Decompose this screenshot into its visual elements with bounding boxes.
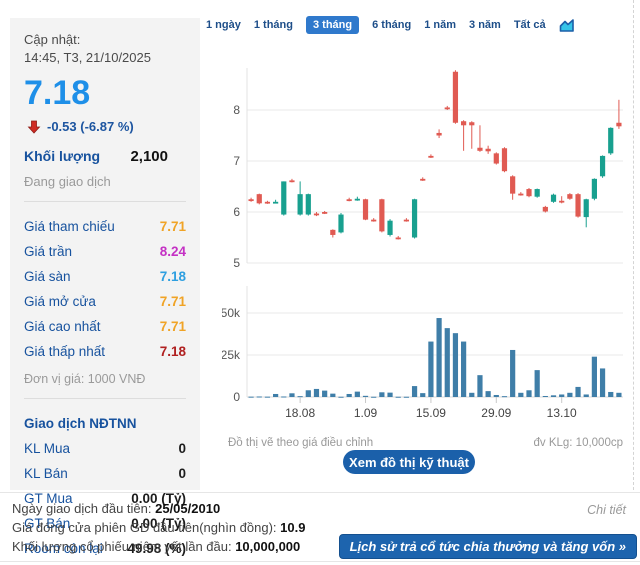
foreign-row-label: GT Bán xyxy=(24,516,71,532)
update-time-label: Cập nhật: xyxy=(24,32,81,47)
footer-row-value: 25/05/2010 xyxy=(155,501,221,516)
listing-info-footer: Ngày giao dịch đầu tiên: 25/05/2010 Giá đ… xyxy=(0,492,640,565)
svg-text:18.08: 18.08 xyxy=(285,406,315,420)
foreign-row-label: KL Bán xyxy=(24,466,68,482)
price-row: Giá trần 8.24 xyxy=(24,239,186,264)
foreign-row: KL Mua 0 xyxy=(24,436,186,461)
down-arrow-icon xyxy=(27,120,41,134)
foreign-row: KL Bán 0 xyxy=(24,461,186,486)
volume-row: Khối lượng 2,100 xyxy=(24,148,186,165)
tab-6-thang[interactable]: 6 tháng xyxy=(372,19,412,31)
price-row: Giá cao nhất 7.71 xyxy=(24,314,186,339)
price-row-value: 7.71 xyxy=(159,294,186,310)
tab-3-thang[interactable]: 3 tháng xyxy=(305,16,360,34)
price-row-label: Giá trần xyxy=(24,244,73,260)
sidebar-divider xyxy=(24,201,186,203)
quote-sidebar: Cập nhật: 14:45, T3, 21/10/2025 7.18 -0.… xyxy=(10,18,200,556)
footer-row-value: 10,000,000 xyxy=(235,539,301,554)
foreign-row-value: 0 xyxy=(178,441,186,457)
technical-chart-button[interactable]: Xem đồ thị kỹ thuật xyxy=(343,450,475,474)
svg-text:6: 6 xyxy=(233,205,240,219)
footer-row: Giá đóng cửa phiên GD đầu tiên(nghìn đồn… xyxy=(12,520,306,535)
detail-link[interactable]: Chi tiết xyxy=(587,503,626,517)
update-time: Cập nhật: 14:45, T3, 21/10/2025 xyxy=(24,31,186,67)
current-price: 7.18 xyxy=(24,74,91,113)
price-row-label: Giá mở cửa xyxy=(24,294,96,310)
volume-label: Khối lượng xyxy=(24,148,101,165)
timeframe-tabs-row: 1 ngày 1 tháng 3 tháng 6 tháng 1 năm 3 năm Tất… xyxy=(206,16,576,34)
tab-1-ngay[interactable]: 1 ngày xyxy=(206,19,241,31)
tab-tat-ca[interactable]: Tất cả xyxy=(513,19,546,31)
chart-note-volume-unit: đv KLg: 10,000cp xyxy=(533,437,623,449)
price-unit-note: Đơn vị giá: 1000 VNĐ xyxy=(24,372,146,387)
tab-1-nam[interactable]: 1 năm xyxy=(424,19,457,31)
foreign-row-value: 49.98 (%) xyxy=(127,541,186,557)
price-change-row: -0.53 (-6.87 %) xyxy=(27,119,186,134)
foreign-row: Room còn lại 49.98 (%) xyxy=(24,536,186,561)
chart-area: 8 7 6 5 50k 25k 0 18.08 1.09 15.09 29.09 13.10 xyxy=(221,58,632,431)
price-row-value: 7.71 xyxy=(159,219,186,235)
svg-text:15.09: 15.09 xyxy=(416,406,446,420)
price-row-label: Giá tham chiếu xyxy=(24,219,115,235)
svg-text:0: 0 xyxy=(233,390,240,404)
footer-row-value: 10.9 xyxy=(280,520,306,535)
tab-3-nam[interactable]: 3 năm xyxy=(469,19,501,31)
price-info-table: Giá tham chiếu 7.71 Giá trần 8.24 Giá sàn 7.1… xyxy=(24,214,186,364)
dividend-history-button[interactable]: Lịch sử trả cổ tức chia thưởng và tăng v… xyxy=(338,534,637,559)
price-row-label: Giá thấp nhất xyxy=(24,344,106,360)
foreign-row-value: 0 xyxy=(178,466,186,482)
price-row: Giá tham chiếu 7.71 xyxy=(24,214,186,239)
svg-text:13.10: 13.10 xyxy=(547,406,577,420)
svg-text:29.09: 29.09 xyxy=(481,406,511,420)
foreign-row-label: Room còn lại xyxy=(24,541,103,557)
chart-panel: 1 ngày 1 tháng 3 tháng 6 tháng 1 năm 3 năm Tất… xyxy=(200,0,634,490)
chart-note-adjusted-price: Đồ thị vẽ theo giá điều chỉnh xyxy=(228,437,374,449)
chart-notes: Đồ thị vẽ theo giá điều chỉnh đv KLg: 10… xyxy=(228,437,623,449)
price-row-value: 7.18 xyxy=(159,344,186,360)
footer-row: Khối lượng cổ phiếu niêm yết lần đầu: 10… xyxy=(12,539,301,554)
foreign-row-value: 0.00 (Tỷ) xyxy=(131,516,186,532)
svg-text:5: 5 xyxy=(233,256,240,270)
foreign-row-value: 0.00 (Tỷ) xyxy=(131,491,186,507)
svg-text:25k: 25k xyxy=(222,348,241,362)
foreign-row-label: KL Mua xyxy=(24,441,71,457)
price-row-value: 8.24 xyxy=(159,244,186,260)
tab-1-thang[interactable]: 1 tháng xyxy=(253,19,293,31)
price-row-label: Giá cao nhất xyxy=(24,319,101,335)
listing-info-rows: Ngày giao dịch đầu tiên: 25/05/2010 Giá đ… xyxy=(12,499,628,556)
trading-status: Đang giao dịch xyxy=(24,174,111,190)
price-row-value: 7.18 xyxy=(159,269,186,285)
svg-text:1.09: 1.09 xyxy=(354,406,378,420)
foreign-row-label: GT Mua xyxy=(24,491,73,507)
foreign-trade-table: KL Mua 0 KL Bán 0 GT Mua 0.00 (Tỷ) GT Bán 0.00 … xyxy=(24,436,186,561)
price-row: Giá mở cửa 7.71 xyxy=(24,289,186,314)
price-volume-chart[interactable]: 8 7 6 5 50k 25k 0 18.08 1.09 15.09 29.09 13.10 xyxy=(221,58,632,426)
timeframe-tabs: 1 ngày 1 tháng 3 tháng 6 tháng 1 năm 3 năm Tất… xyxy=(206,16,546,34)
price-row-label: Giá sàn xyxy=(24,269,71,285)
foreign-trade-title: Giao dịch NĐTNN xyxy=(24,416,137,432)
update-time-value: 14:45, T3, 21/10/2025 xyxy=(24,50,151,66)
foreign-row: GT Bán 0.00 (Tỷ) xyxy=(24,511,186,536)
price-row: Giá sàn 7.18 xyxy=(24,264,186,289)
price-change-value: -0.53 (-6.87 %) xyxy=(47,119,134,135)
footer-row: Ngày giao dịch đầu tiên: 25/05/2010 xyxy=(12,501,221,516)
svg-text:8: 8 xyxy=(233,103,240,117)
mini-chart-icon[interactable] xyxy=(559,18,576,32)
sidebar-divider xyxy=(24,398,186,400)
price-row: Giá thấp nhất 7.18 xyxy=(24,339,186,364)
volume-value: 2,100 xyxy=(130,148,168,166)
svg-text:7: 7 xyxy=(233,154,240,168)
price-row-value: 7.71 xyxy=(159,319,186,335)
svg-text:50k: 50k xyxy=(222,306,241,320)
foreign-row: GT Mua 0.00 (Tỷ) xyxy=(24,486,186,511)
bottom-divider xyxy=(0,561,640,562)
